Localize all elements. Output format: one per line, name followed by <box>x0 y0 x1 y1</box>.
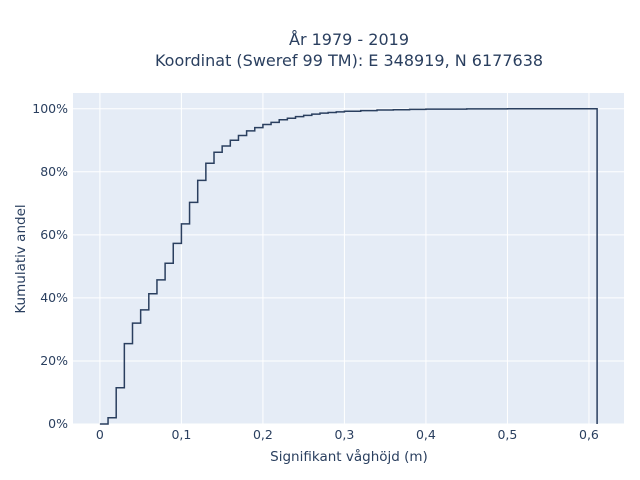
x-tick-label: 0,2 <box>253 427 273 442</box>
y-tick-label: 20% <box>40 353 68 368</box>
plot-area <box>73 93 624 424</box>
y-tick-label: 80% <box>40 164 68 179</box>
y-axis-title: Kumulativ andel <box>13 204 29 313</box>
series-layer <box>99 108 598 425</box>
y-tick-label: 60% <box>40 227 68 242</box>
x-tick-label: 0,6 <box>579 427 599 442</box>
x-tick-label: 0 <box>96 427 104 442</box>
chart-title-line-1: År 1979 - 2019 <box>289 30 409 49</box>
x-axis-title: Signifikant våghöjd (m) <box>270 448 428 465</box>
x-axis-ticks: 0 0,1 0,2 0,3 0,4 0,5 0,6 <box>96 427 599 442</box>
y-axis-ticks: 0% 20% 40% 60% 80% 100% <box>32 101 68 431</box>
x-tick-label: 0,3 <box>334 427 354 442</box>
x-tick-label: 0,1 <box>171 427 191 442</box>
y-tick-label: 0% <box>48 416 68 431</box>
chart-title-line-2: Koordinat (Sweref 99 TM): E 348919, N 61… <box>155 51 543 70</box>
x-tick-label: 0,4 <box>416 427 436 442</box>
y-tick-label: 40% <box>40 290 68 305</box>
cdf-step-line <box>99 108 598 425</box>
x-tick-label: 0,5 <box>497 427 517 442</box>
y-tick-label: 100% <box>32 101 68 116</box>
